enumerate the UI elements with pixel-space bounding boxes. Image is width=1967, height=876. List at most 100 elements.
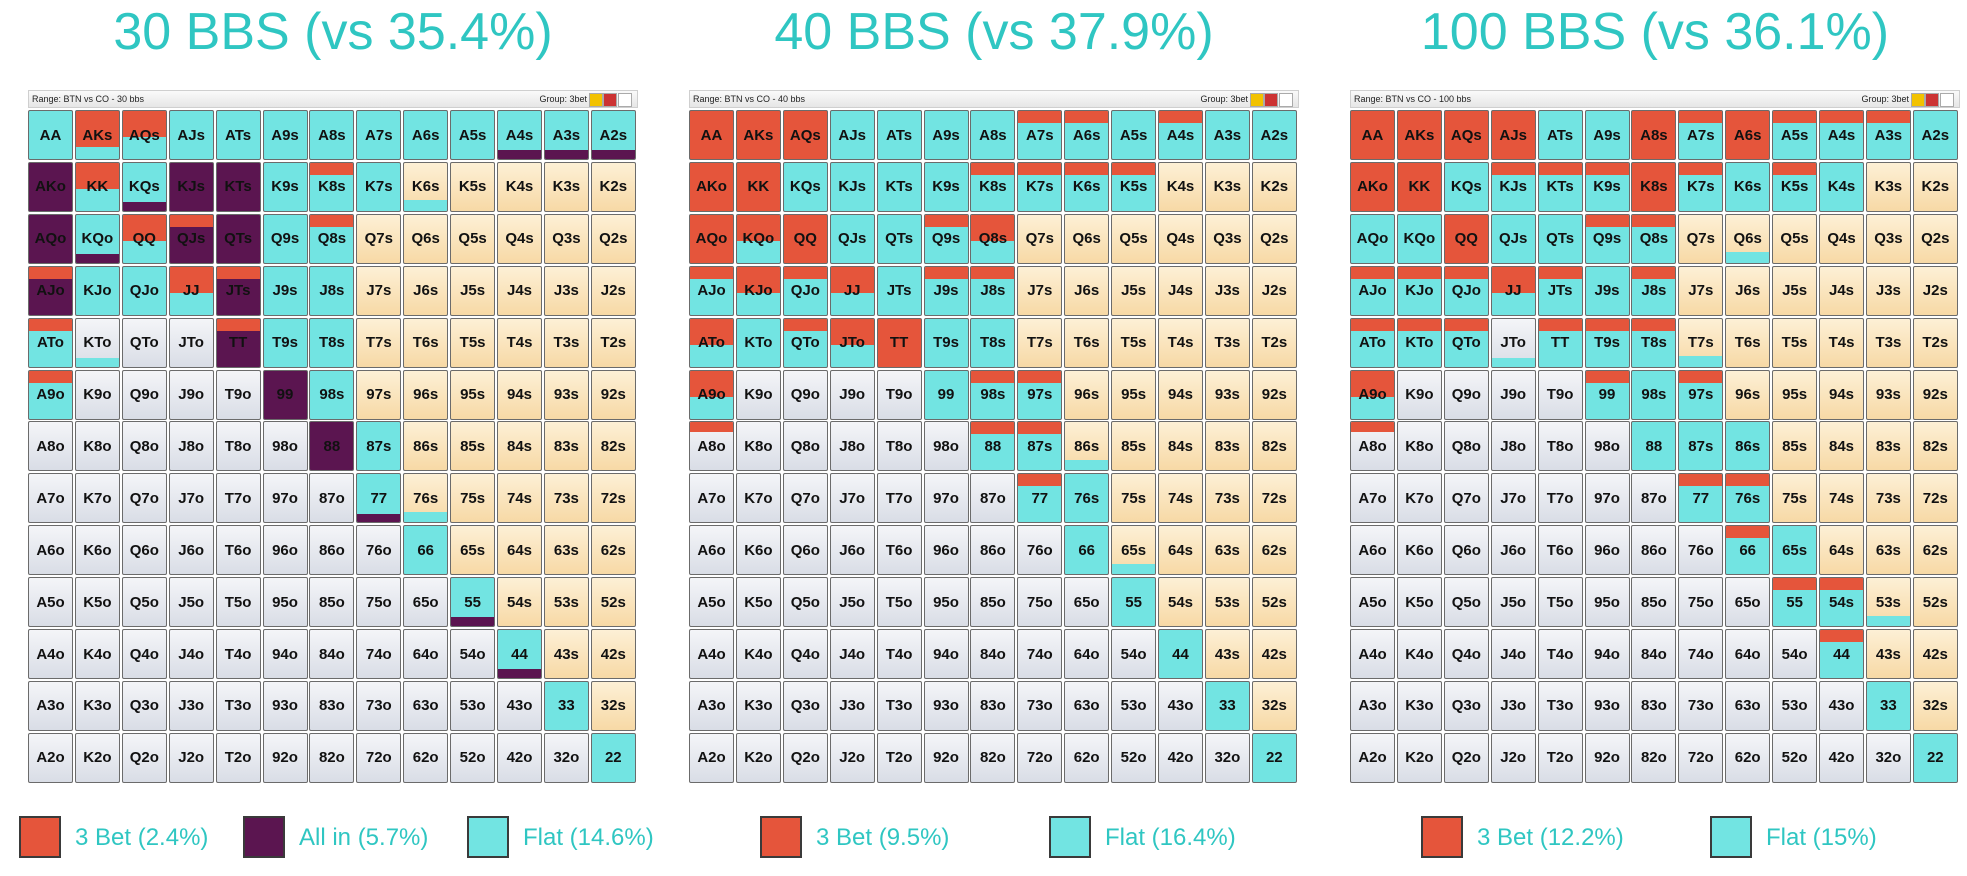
hand-cell[interactable]: A4s bbox=[1158, 110, 1203, 160]
hand-cell[interactable]: JTs bbox=[876, 265, 922, 316]
hand-cell[interactable]: 95s bbox=[1772, 369, 1818, 420]
hand-cell[interactable]: 54s bbox=[497, 577, 542, 628]
hand-cell[interactable]: Q4s bbox=[497, 213, 542, 264]
hand-cell[interactable]: J4o bbox=[1490, 629, 1536, 679]
hand-cell[interactable]: TT bbox=[876, 317, 922, 368]
hand-cell[interactable]: 32s bbox=[1251, 680, 1297, 731]
toolbar-button[interactable] bbox=[589, 93, 603, 107]
hand-cell[interactable]: KQo bbox=[735, 213, 781, 264]
hand-cell[interactable]: Q4o bbox=[1443, 629, 1489, 679]
hand-cell[interactable]: 42o bbox=[1819, 732, 1864, 783]
toolbar-button[interactable] bbox=[1264, 93, 1278, 107]
hand-cell[interactable]: 82s bbox=[590, 421, 636, 472]
hand-cell[interactable]: 63s bbox=[1204, 525, 1250, 576]
hand-cell[interactable]: 85o bbox=[970, 577, 1016, 628]
hand-cell[interactable]: Q5o bbox=[1443, 577, 1489, 628]
hand-cell[interactable]: K6s bbox=[1064, 161, 1110, 212]
hand-cell[interactable]: 86s bbox=[1725, 421, 1771, 472]
hand-cell[interactable]: 53o bbox=[1111, 680, 1157, 731]
hand-cell[interactable]: A6s bbox=[1725, 110, 1771, 160]
hand-cell[interactable]: K7s bbox=[1678, 161, 1724, 212]
hand-cell[interactable]: A6o bbox=[689, 525, 734, 576]
hand-cell[interactable]: KQs bbox=[1443, 161, 1489, 212]
hand-cell[interactable]: Q2o bbox=[1443, 732, 1489, 783]
hand-cell[interactable]: 94o bbox=[262, 629, 308, 679]
hand-cell[interactable]: J5s bbox=[450, 265, 496, 316]
hand-cell[interactable]: JJ bbox=[1490, 265, 1536, 316]
hand-cell[interactable]: Q2s bbox=[1251, 213, 1297, 264]
hand-cell[interactable]: 94s bbox=[497, 369, 542, 420]
hand-cell[interactable]: 83o bbox=[1631, 680, 1677, 731]
hand-cell[interactable]: AJo bbox=[689, 265, 734, 316]
hand-cell[interactable]: K6o bbox=[74, 525, 120, 576]
hand-cell[interactable]: 77 bbox=[1017, 473, 1063, 524]
hand-cell[interactable]: T8o bbox=[1537, 421, 1583, 472]
hand-cell[interactable]: J2o bbox=[168, 732, 214, 783]
hand-cell[interactable]: A5o bbox=[28, 577, 73, 628]
hand-cell[interactable]: J3s bbox=[543, 265, 589, 316]
hand-cell[interactable]: 66 bbox=[1725, 525, 1771, 576]
hand-cell[interactable]: T4s bbox=[1158, 317, 1203, 368]
hand-cell[interactable]: J5o bbox=[829, 577, 875, 628]
hand-cell[interactable]: T6o bbox=[876, 525, 922, 576]
hand-cell[interactable]: KQo bbox=[1396, 213, 1442, 264]
hand-cell[interactable]: JTo bbox=[829, 317, 875, 368]
hand-cell[interactable]: Q9o bbox=[121, 369, 167, 420]
hand-cell[interactable]: T8s bbox=[970, 317, 1016, 368]
hand-cell[interactable]: 43o bbox=[497, 680, 542, 731]
hand-cell[interactable]: K4o bbox=[74, 629, 120, 679]
hand-cell[interactable]: ATo bbox=[1350, 317, 1395, 368]
hand-cell[interactable]: A3s bbox=[543, 110, 589, 160]
hand-cell[interactable]: Q7s bbox=[356, 213, 402, 264]
hand-cell[interactable]: KTs bbox=[215, 161, 261, 212]
hand-cell[interactable]: K5s bbox=[1111, 161, 1157, 212]
hand-cell[interactable]: AKo bbox=[28, 161, 73, 212]
hand-cell[interactable]: 86s bbox=[403, 421, 449, 472]
hand-cell[interactable]: 64o bbox=[403, 629, 449, 679]
hand-cell[interactable]: 54o bbox=[1772, 629, 1818, 679]
hand-cell[interactable]: 96s bbox=[403, 369, 449, 420]
hand-cell[interactable]: 65o bbox=[1725, 577, 1771, 628]
hand-cell[interactable]: 84o bbox=[1631, 629, 1677, 679]
hand-cell[interactable]: 22 bbox=[1251, 732, 1297, 783]
hand-cell[interactable]: KJo bbox=[74, 265, 120, 316]
hand-cell[interactable]: Q4s bbox=[1819, 213, 1864, 264]
hand-cell[interactable]: T7o bbox=[1537, 473, 1583, 524]
hand-cell[interactable]: 84o bbox=[309, 629, 355, 679]
hand-cell[interactable]: J6o bbox=[829, 525, 875, 576]
hand-cell[interactable]: 75s bbox=[450, 473, 496, 524]
hand-cell[interactable]: K7o bbox=[74, 473, 120, 524]
hand-cell[interactable]: T4o bbox=[1537, 629, 1583, 679]
hand-cell[interactable]: KK bbox=[74, 161, 120, 212]
hand-cell[interactable]: 53o bbox=[1772, 680, 1818, 731]
hand-cell[interactable]: A4o bbox=[28, 629, 73, 679]
hand-cell[interactable]: 84s bbox=[497, 421, 542, 472]
hand-cell[interactable]: 53s bbox=[543, 577, 589, 628]
hand-cell[interactable]: A8s bbox=[970, 110, 1016, 160]
hand-cell[interactable]: ATo bbox=[28, 317, 73, 368]
hand-cell[interactable]: 73o bbox=[356, 680, 402, 731]
hand-cell[interactable]: 65s bbox=[1772, 525, 1818, 576]
hand-cell[interactable]: QJo bbox=[121, 265, 167, 316]
hand-cell[interactable]: J3o bbox=[168, 680, 214, 731]
hand-cell[interactable]: 63s bbox=[543, 525, 589, 576]
hand-cell[interactable]: 97o bbox=[1584, 473, 1630, 524]
hand-cell[interactable]: JTo bbox=[1490, 317, 1536, 368]
hand-cell[interactable]: Q6o bbox=[121, 525, 167, 576]
hand-cell[interactable]: 74o bbox=[1678, 629, 1724, 679]
hand-cell[interactable]: AQo bbox=[689, 213, 734, 264]
hand-cell[interactable]: 93o bbox=[262, 680, 308, 731]
hand-cell[interactable]: K8s bbox=[970, 161, 1016, 212]
hand-cell[interactable]: Q8o bbox=[121, 421, 167, 472]
hand-cell[interactable]: K6s bbox=[1725, 161, 1771, 212]
hand-cell[interactable]: J3s bbox=[1204, 265, 1250, 316]
hand-cell[interactable]: J4s bbox=[497, 265, 542, 316]
hand-cell[interactable]: 54o bbox=[450, 629, 496, 679]
hand-cell[interactable]: 73o bbox=[1678, 680, 1724, 731]
hand-cell[interactable]: A4o bbox=[1350, 629, 1395, 679]
hand-cell[interactable]: ATs bbox=[215, 110, 261, 160]
hand-cell[interactable]: AQs bbox=[121, 110, 167, 160]
hand-cell[interactable]: K5s bbox=[450, 161, 496, 212]
hand-cell[interactable]: J8s bbox=[1631, 265, 1677, 316]
hand-cell[interactable]: J7o bbox=[1490, 473, 1536, 524]
